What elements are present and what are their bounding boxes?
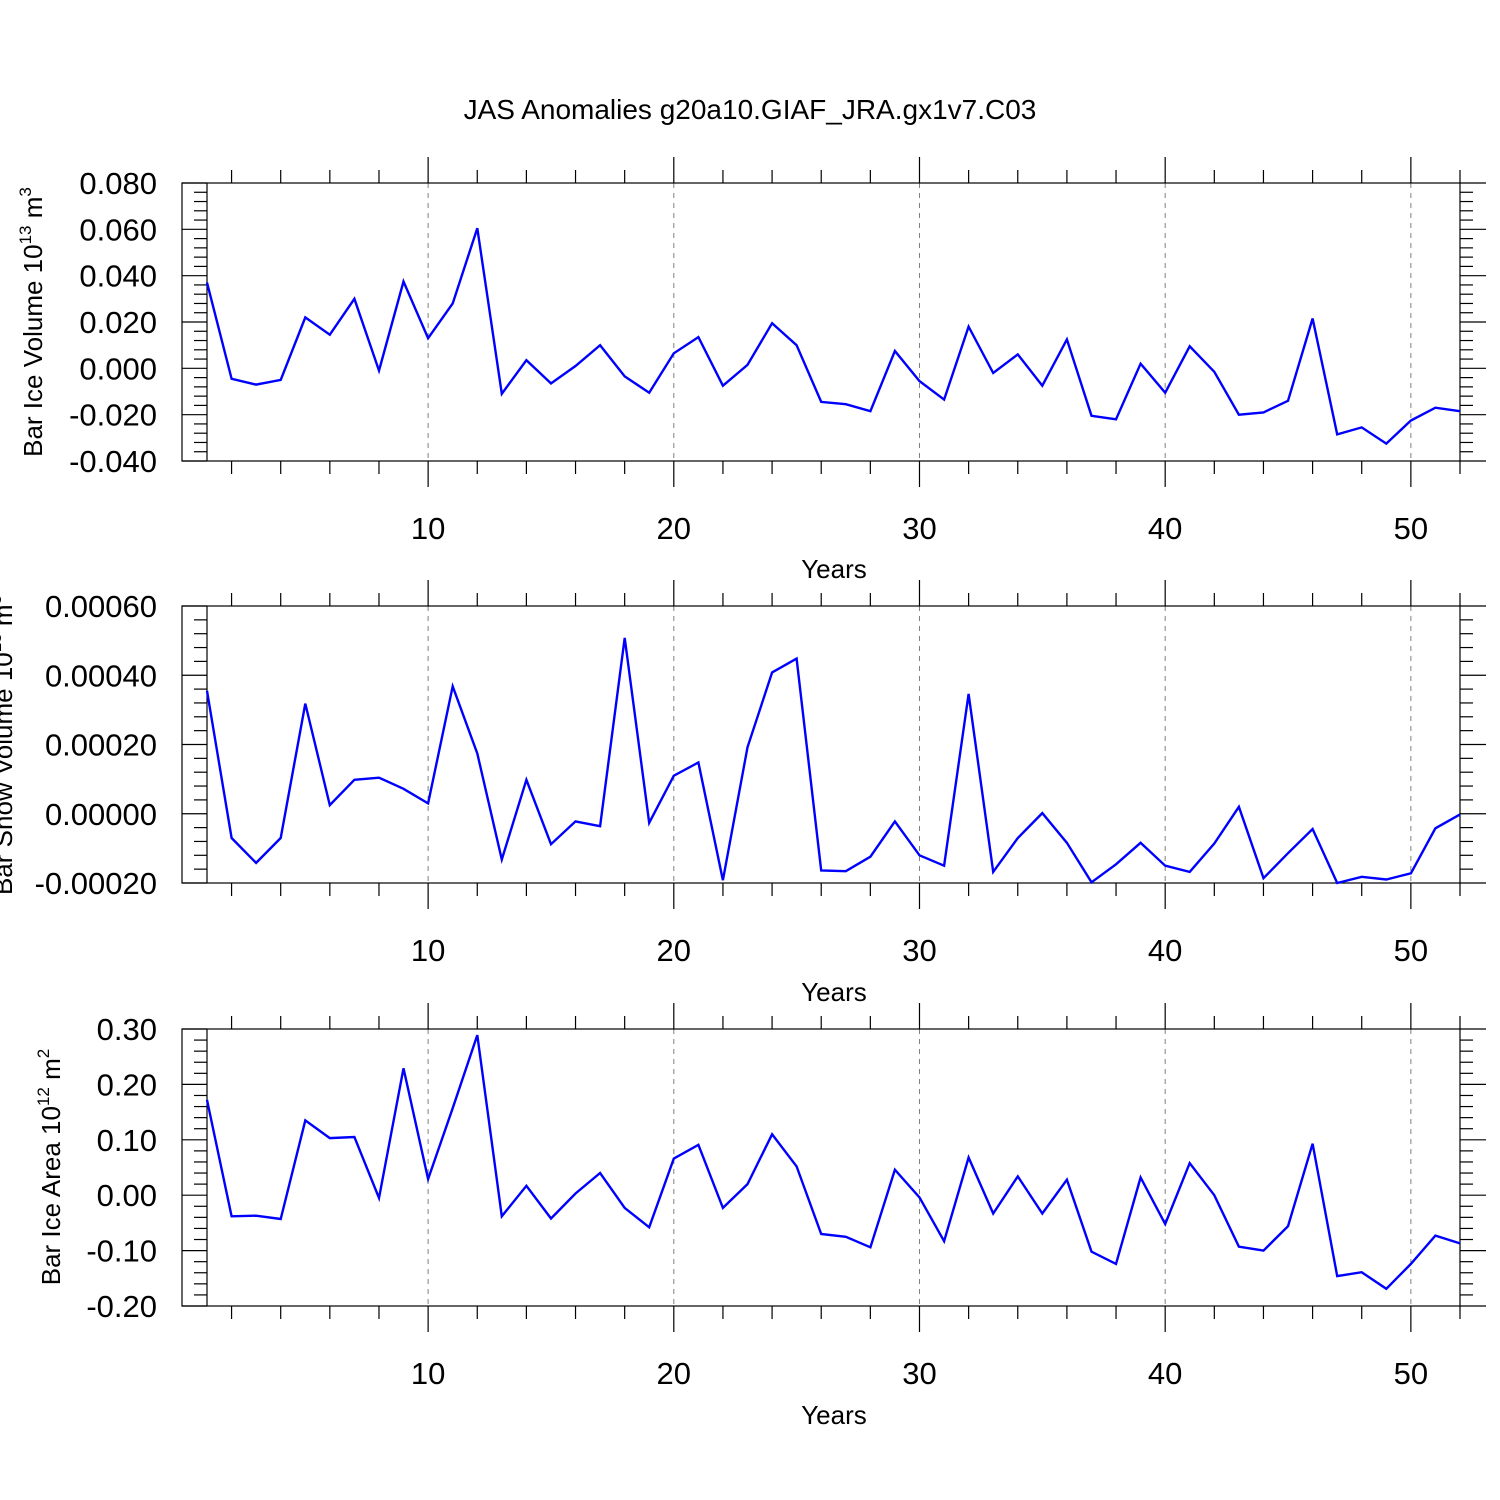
- chart-title: JAS Anomalies g20a10.GIAF_JRA.gx1v7.C03: [464, 94, 1037, 125]
- plot-frame: [181, 1028, 1461, 1307]
- y-tick-label: 0.020: [79, 305, 157, 340]
- y-axis-label: Bar Snow Volume 1013 m3: [0, 595, 18, 895]
- x-tick-label: 20: [657, 1356, 691, 1391]
- y-tick-label: 0.00000: [45, 797, 157, 832]
- y-tick-label: 0.10: [97, 1123, 157, 1158]
- x-axis-label: Years: [801, 554, 867, 584]
- y-tick-label: 0.30: [97, 1012, 157, 1047]
- x-tick-label: 50: [1394, 511, 1428, 546]
- y-tick-label: 0.000: [79, 351, 157, 386]
- x-tick-label: 30: [902, 1356, 936, 1391]
- x-tick-label: 50: [1394, 933, 1428, 968]
- y-tick-label: 0.00020: [45, 728, 157, 763]
- x-axis-label: Years: [801, 977, 867, 1007]
- x-tick-label: 10: [411, 511, 445, 546]
- y-tick-label: 0.00060: [45, 589, 157, 624]
- y-tick-label: -0.020: [69, 398, 157, 433]
- y-tick-label: 0.00040: [45, 658, 157, 693]
- x-tick-label: 10: [411, 1356, 445, 1391]
- x-tick-label: 10: [411, 933, 445, 968]
- y-tick-label: -0.00020: [35, 866, 157, 901]
- y-axis-label: Bar Ice Area 1012 m2: [34, 1049, 66, 1286]
- x-axis-label: Years: [801, 1400, 867, 1430]
- x-tick-label: 30: [902, 933, 936, 968]
- y-tick-label: 0.20: [97, 1067, 157, 1102]
- panel-3: 10 20 30 40 50 -0.20 -0.10 0.00 0.10 0.20 0.30 Year…: [34, 1003, 1486, 1430]
- y-tick-label: 0.060: [79, 212, 157, 247]
- x-tick-label: 50: [1394, 1356, 1428, 1391]
- y-tick-label: 0.00: [97, 1178, 157, 1213]
- panel-2: 10 20 30 40 50 -0.00020 0.00000 0.00020 0.00040 0…: [0, 580, 1486, 1007]
- plot-frame: [181, 182, 1461, 462]
- plot-frame: [181, 605, 1461, 884]
- x-tick-label: 20: [657, 933, 691, 968]
- series-line: [205, 1034, 1461, 1291]
- y-tick-label: -0.040: [69, 444, 157, 479]
- y-tick-label: 0.040: [79, 259, 157, 294]
- series-line: [205, 227, 1461, 446]
- x-tick-label: 20: [657, 511, 691, 546]
- panel-1: 10 20 30 40 50 -0.040 -0.020 0.000 0.020 0.040 0.0…: [16, 157, 1486, 584]
- x-tick-label: 40: [1148, 511, 1182, 546]
- x-tick-label: 40: [1148, 933, 1182, 968]
- series-line: [205, 637, 1461, 885]
- y-tick-label: 0.080: [79, 166, 157, 201]
- y-tick-label: -0.20: [86, 1289, 157, 1324]
- x-tick-label: 40: [1148, 1356, 1182, 1391]
- x-tick-label: 30: [902, 511, 936, 546]
- y-tick-label: -0.10: [86, 1234, 157, 1269]
- y-axis-label: Bar Ice Volume 1013 m3: [16, 187, 48, 457]
